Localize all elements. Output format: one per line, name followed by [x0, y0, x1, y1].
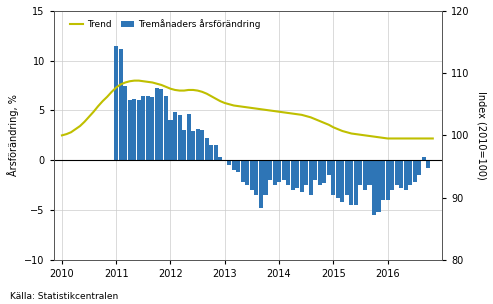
Bar: [128, 99, 132, 160]
Bar: [300, 160, 304, 192]
Bar: [196, 130, 200, 160]
Bar: [273, 160, 277, 185]
Bar: [413, 160, 417, 182]
Bar: [367, 160, 372, 185]
Bar: [426, 160, 430, 168]
Bar: [213, 145, 218, 160]
Bar: [246, 160, 249, 185]
Bar: [399, 160, 403, 188]
Bar: [381, 160, 385, 200]
Bar: [327, 160, 331, 175]
Bar: [250, 160, 254, 190]
Bar: [137, 99, 141, 160]
Bar: [345, 160, 349, 195]
Bar: [223, 160, 227, 161]
Bar: [268, 160, 272, 180]
Bar: [336, 160, 340, 198]
Bar: [159, 88, 164, 160]
Bar: [390, 160, 394, 190]
Y-axis label: Årsförändring, %: Årsförändring, %: [7, 95, 19, 176]
Bar: [259, 160, 263, 208]
Y-axis label: Index (2010=100): Index (2010=100): [476, 91, 486, 180]
Bar: [123, 86, 127, 160]
Bar: [363, 160, 367, 190]
Bar: [422, 157, 426, 160]
Bar: [408, 160, 412, 185]
Bar: [322, 160, 326, 183]
Bar: [317, 160, 322, 185]
Bar: [290, 160, 295, 190]
Bar: [155, 88, 159, 160]
Bar: [146, 95, 150, 160]
Bar: [209, 145, 213, 160]
Bar: [150, 97, 154, 160]
Bar: [394, 160, 399, 185]
Bar: [114, 46, 118, 160]
Bar: [119, 49, 123, 160]
Bar: [313, 160, 317, 180]
Bar: [386, 160, 389, 200]
Bar: [191, 131, 195, 160]
Bar: [182, 130, 186, 160]
Bar: [177, 116, 181, 160]
Bar: [236, 160, 241, 172]
Bar: [286, 160, 290, 185]
Bar: [241, 160, 245, 182]
Bar: [331, 160, 335, 195]
Bar: [205, 138, 209, 160]
Bar: [377, 160, 381, 212]
Bar: [340, 160, 345, 202]
Bar: [277, 160, 281, 182]
Bar: [218, 157, 222, 160]
Bar: [186, 115, 191, 160]
Bar: [132, 98, 137, 160]
Bar: [350, 160, 353, 205]
Bar: [227, 160, 231, 165]
Bar: [404, 160, 408, 190]
Bar: [309, 160, 313, 195]
Bar: [282, 160, 285, 180]
Text: Källa: Statistikcentralen: Källa: Statistikcentralen: [10, 292, 118, 301]
Bar: [304, 160, 308, 185]
Bar: [200, 130, 204, 160]
Bar: [354, 160, 358, 205]
Bar: [372, 160, 376, 215]
Bar: [164, 95, 168, 160]
Bar: [173, 112, 177, 160]
Bar: [295, 160, 299, 188]
Bar: [141, 95, 145, 160]
Legend: Trend, Tremånaders årsförändring: Trend, Tremånaders årsförändring: [66, 16, 264, 33]
Bar: [169, 120, 173, 160]
Bar: [358, 160, 362, 185]
Bar: [232, 160, 236, 170]
Bar: [254, 160, 258, 195]
Bar: [263, 160, 268, 195]
Bar: [417, 160, 421, 175]
